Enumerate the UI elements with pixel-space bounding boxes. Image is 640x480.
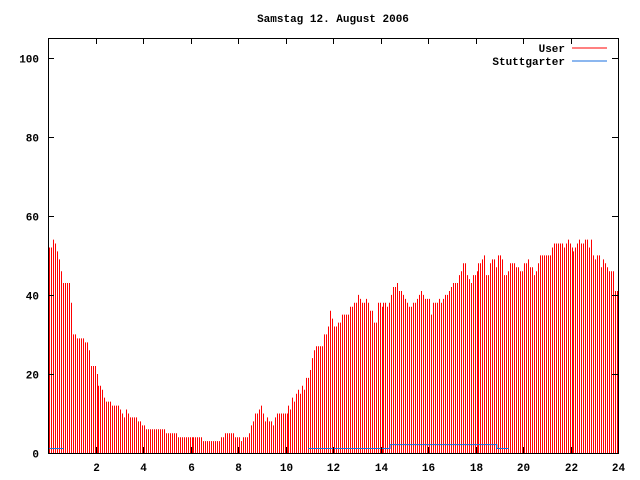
x-tick-label: 14 bbox=[375, 463, 389, 475]
legend: User Stuttgarter bbox=[492, 44, 607, 69]
legend-label-user: User bbox=[539, 44, 565, 56]
stuttgarter-line bbox=[48, 444, 509, 450]
x-tick-label: 18 bbox=[470, 463, 484, 475]
user-bars bbox=[49, 239, 618, 453]
legend-label-stuttgarter: Stuttgarter bbox=[492, 57, 565, 69]
x-tick-label: 4 bbox=[140, 463, 147, 475]
y-tick-label: 60 bbox=[26, 213, 39, 225]
x-tick-label: 20 bbox=[517, 463, 530, 475]
y-tick-label: 20 bbox=[26, 371, 39, 383]
y-tick-label: 80 bbox=[26, 134, 39, 146]
x-tick-label: 12 bbox=[327, 463, 340, 475]
x-tick-label: 2 bbox=[93, 463, 100, 475]
y-tick-label: 0 bbox=[32, 450, 39, 462]
x-tick-label: 10 bbox=[280, 463, 293, 475]
y-tick-label: 40 bbox=[26, 292, 39, 304]
x-tick-label: 24 bbox=[612, 463, 626, 475]
x-tick-label: 6 bbox=[188, 463, 195, 475]
x-tick-label: 8 bbox=[235, 463, 242, 475]
stuttgarter-line-segment bbox=[308, 444, 509, 450]
y-tick-label: 100 bbox=[19, 55, 39, 67]
x-tick-label: 22 bbox=[565, 463, 578, 475]
chart-title: Samstag 12. August 2006 bbox=[257, 14, 409, 26]
x-tick-label: 16 bbox=[422, 463, 435, 475]
